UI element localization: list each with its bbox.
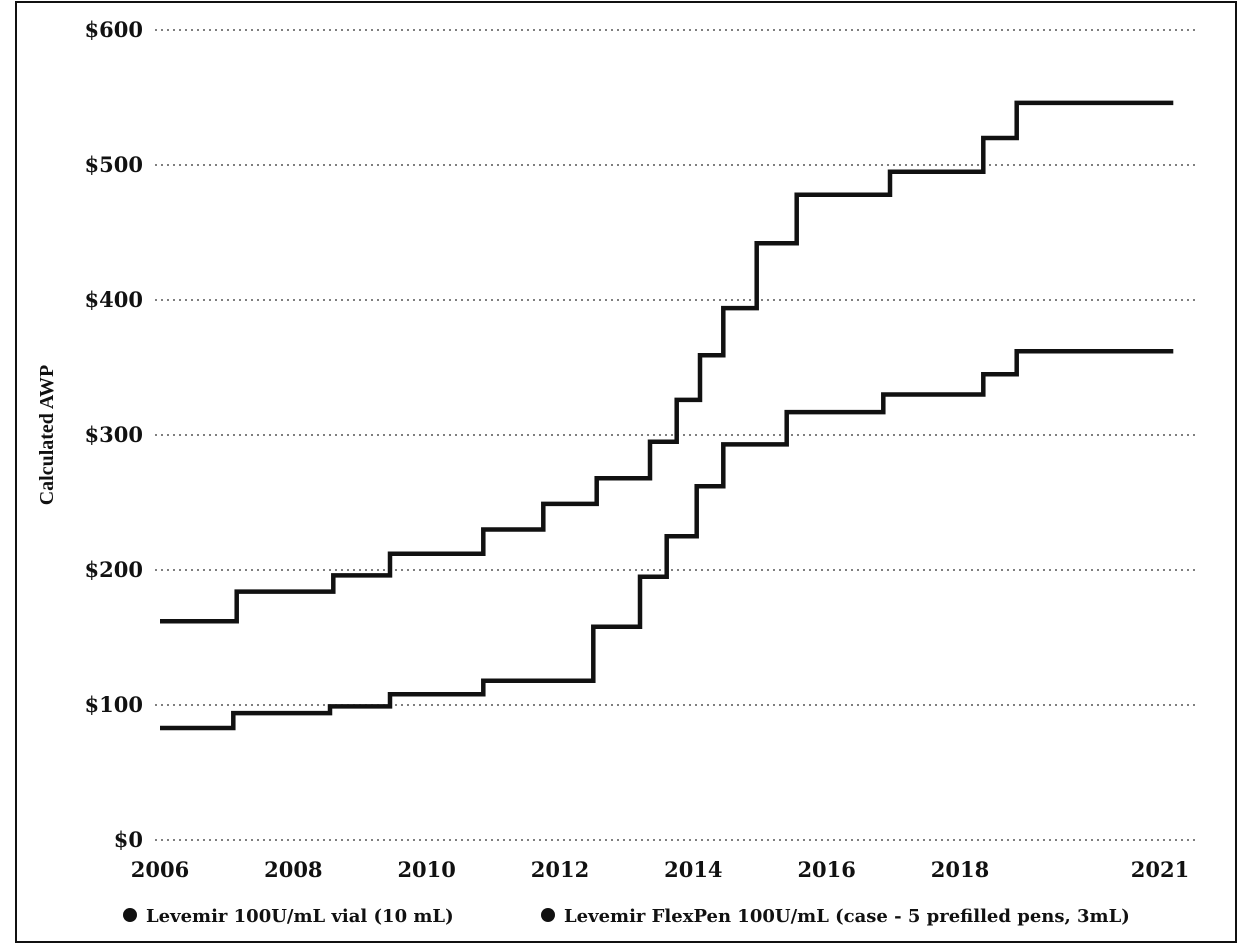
y-tick-label: $100 xyxy=(85,692,143,717)
chart-frame xyxy=(15,1,1237,943)
y-tick-label: $0 xyxy=(114,827,143,852)
y-axis-label: Calculated AWP xyxy=(36,365,58,506)
x-tick-label: 2021 xyxy=(1131,857,1189,882)
series-line-1 xyxy=(160,100,1174,624)
y-tick-label: $500 xyxy=(85,152,143,177)
x-tick-label: 2012 xyxy=(531,857,589,882)
x-tick-label: 2014 xyxy=(664,857,722,882)
legend-marker xyxy=(123,908,137,922)
x-tick-label: 2018 xyxy=(931,857,989,882)
legend: Levemir 100U/mL vial (10 mL) Levemir Flex… xyxy=(123,906,1130,927)
y-tick-labels: $0 $100 $200 $300 $400 $500 $600 xyxy=(85,17,143,852)
legend-label: Levemir FlexPen 100U/mL (case - 5 prefil… xyxy=(564,906,1130,927)
x-tick-label: 2006 xyxy=(131,857,189,882)
x-tick-label: 2016 xyxy=(797,857,855,882)
series-layer xyxy=(160,100,1174,731)
x-tick-label: 2008 xyxy=(264,857,322,882)
y-tick-label: $600 xyxy=(85,17,143,42)
x-tick-labels: 2006 2008 2010 2012 2014 2016 2018 2021 xyxy=(131,857,1189,882)
legend-label: Levemir 100U/mL vial (10 mL) xyxy=(146,906,454,927)
y-tick-label: $400 xyxy=(85,287,143,312)
y-tick-label: $300 xyxy=(85,422,143,447)
y-tick-label: $200 xyxy=(85,557,143,582)
legend-marker xyxy=(541,908,555,922)
x-tick-label: 2010 xyxy=(397,857,455,882)
series-line-2 xyxy=(160,349,1174,731)
